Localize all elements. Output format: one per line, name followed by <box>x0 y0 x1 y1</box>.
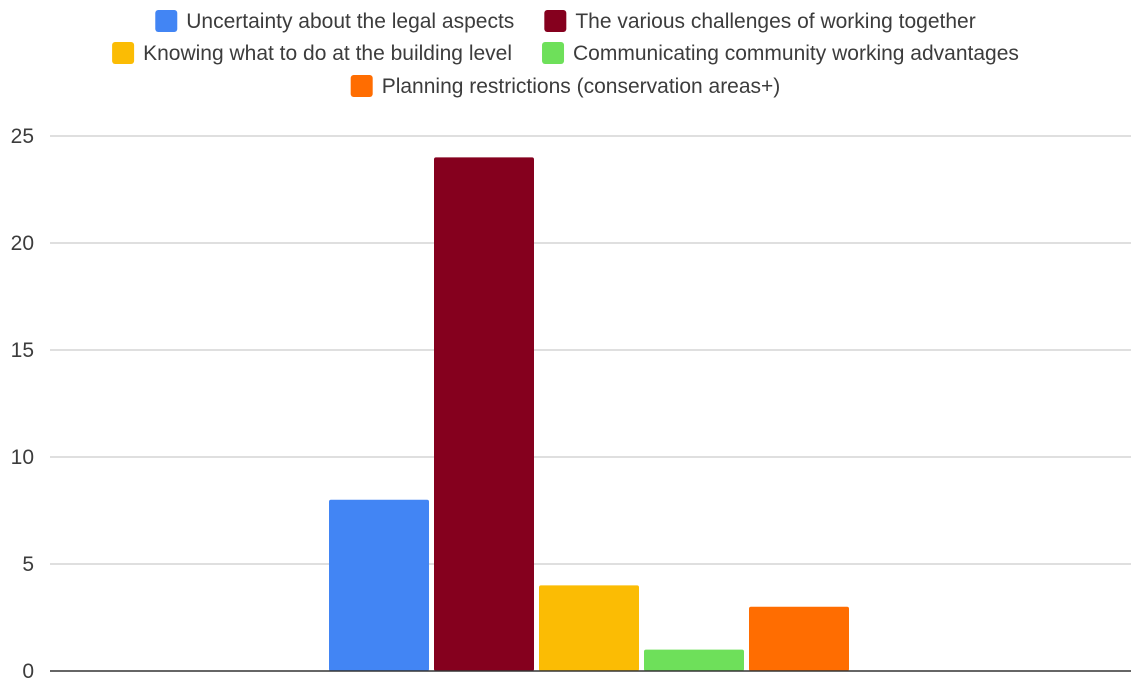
legend-item: Knowing what to do at the building level <box>112 42 512 65</box>
legend-item: Uncertainty about the legal aspects <box>155 10 514 33</box>
y-tick-label: 20 <box>11 232 34 255</box>
grid <box>50 135 1131 565</box>
legend-label: The various challenges of working togeth… <box>575 10 975 33</box>
legend-label: Uncertainty about the legal aspects <box>186 10 514 33</box>
y-tick-label: 5 <box>22 553 34 576</box>
legend-swatch <box>350 75 373 97</box>
bar-series-0 <box>329 499 429 671</box>
legend-swatch <box>112 42 135 64</box>
y-tick-label: 10 <box>11 446 34 469</box>
legend-swatch <box>155 10 178 32</box>
legend-label: Knowing what to do at the building level <box>143 42 512 65</box>
bar-series-4 <box>749 606 849 671</box>
bar-series-2 <box>539 585 639 671</box>
y-tick-label: 25 <box>11 125 34 148</box>
legend-item: Planning restrictions (conservation area… <box>350 75 781 98</box>
legend-item: Communicating community working advantag… <box>542 42 1019 65</box>
bars <box>329 157 849 671</box>
legend-label: Communicating community working advantag… <box>573 42 1019 65</box>
y-axis: 0 5 10 15 20 25 <box>11 125 34 680</box>
legend-label: Planning restrictions (conservation area… <box>382 75 781 98</box>
bar-series-1 <box>434 157 534 671</box>
legend-item: The various challenges of working togeth… <box>544 10 976 33</box>
y-tick-label: 0 <box>22 660 34 680</box>
legend-swatch <box>542 42 565 64</box>
bar-series-3 <box>644 649 744 671</box>
y-tick-label: 15 <box>11 339 34 362</box>
legend-swatch <box>544 10 567 32</box>
legend: Uncertainty about the legal aspects The v… <box>112 10 1019 98</box>
